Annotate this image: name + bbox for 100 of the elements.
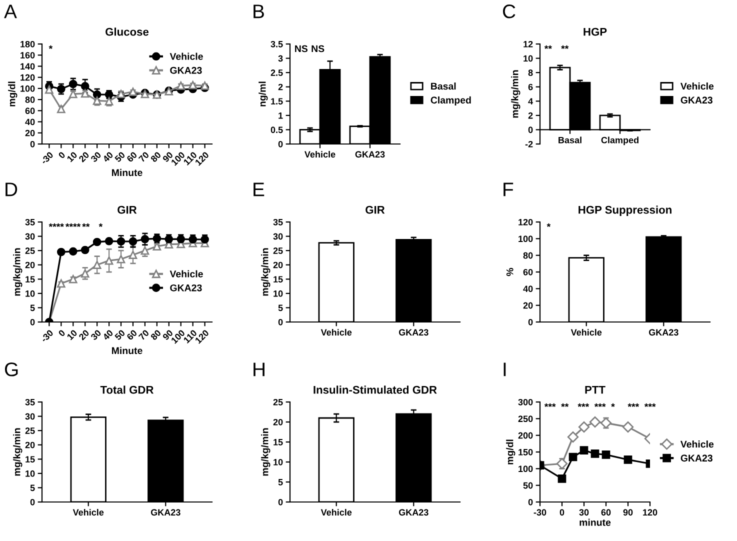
x-tick-label: 50: [114, 151, 126, 163]
text: I: [504, 362, 506, 376]
x-tick-label: -30: [534, 509, 546, 516]
annotation: *: [98, 223, 103, 227]
x-tick-label: 110: [183, 151, 198, 166]
y-tick-label: 0.5: [270, 126, 283, 134]
chart-title: Total GDR: [100, 386, 154, 394]
y-tick-label: 200: [518, 432, 533, 439]
y-tick-label: 0: [278, 498, 283, 506]
y-tick-label: 140: [20, 63, 35, 70]
x-tick-label: 120: [194, 329, 210, 344]
y-tick-label: 100: [518, 466, 533, 472]
y-tick-label: 2: [278, 84, 283, 90]
annotation: *: [48, 45, 53, 49]
annotation: ***: [644, 403, 656, 407]
y-tick-label: 100: [518, 236, 533, 242]
y-tick-label: 5: [278, 479, 283, 486]
x-tick-label: 60: [601, 509, 611, 516]
x-tick-label: 10: [66, 151, 78, 162]
y-axis-title: mg/kg/min: [511, 70, 520, 118]
x-tick-label: Vehicle: [320, 508, 352, 516]
text: C: [502, 4, 516, 18]
x-tick-label: 100: [170, 329, 186, 344]
x-axis-title: minute: [580, 518, 611, 526]
y-tick-label: 40: [523, 286, 533, 292]
x-tick-label: 80: [150, 151, 162, 163]
annotation: ****: [65, 223, 81, 227]
x-tick-label: GKA23: [398, 509, 428, 516]
legend-label: GKA23: [680, 454, 712, 462]
chart-title: Insulin-Stimulated GDR: [314, 386, 437, 394]
y-tick-label: 2.5: [270, 70, 283, 76]
annotation: ****: [48, 223, 64, 227]
legend-label: Vehicle: [170, 270, 203, 278]
annotation: **: [544, 45, 552, 49]
y-tick-label: 15: [274, 276, 283, 283]
x-tick-label: 60: [126, 151, 138, 162]
y-tick-label: 80: [523, 252, 533, 259]
y-tick-label: 150: [518, 448, 533, 456]
y-tick-label: 5: [30, 484, 35, 492]
x-tick-label: GKA23: [150, 509, 180, 516]
text: F: [504, 182, 514, 196]
y-tick-label: 8: [528, 70, 533, 76]
y-tick-label: 40: [25, 118, 35, 126]
legend-label: Vehicle: [680, 440, 714, 448]
y-tick-label: 180: [20, 40, 35, 48]
y-axis-title: mg/dl: [8, 82, 18, 106]
text: D: [6, 182, 18, 196]
y-tick-label: 12: [524, 40, 533, 48]
x-tick-label: 30: [579, 509, 589, 516]
y-tick-label: 5: [278, 304, 283, 312]
annotation: ***: [544, 403, 556, 407]
chart-title: Glucose: [106, 28, 149, 36]
y-tick-label: 0: [528, 126, 533, 134]
y-tick-label: 25: [273, 248, 283, 254]
y-tick-label: 35: [25, 398, 35, 406]
x-tick-label: 80: [150, 329, 162, 341]
y-tick-label: 3.5: [270, 40, 283, 48]
annotation: ***: [594, 403, 606, 407]
y-tick-label: 160: [20, 52, 35, 58]
annotation: NS: [312, 45, 324, 52]
x-tick-label: Vehicle: [304, 150, 336, 158]
y-tick-label: 1.5: [271, 98, 283, 105]
y-tick-label: 25: [273, 398, 283, 406]
x-tick-label: 100: [170, 151, 186, 166]
x-tick-label: 70: [138, 329, 150, 340]
y-tick-label: 80: [25, 96, 35, 103]
x-tick-label: 70: [138, 151, 150, 162]
y-tick-label: 60: [25, 108, 35, 114]
y-tick-label: 10: [26, 470, 35, 477]
y-tick-label: 30: [25, 233, 35, 240]
text: B: [254, 4, 264, 18]
y-tick-label: 30: [25, 413, 35, 420]
chart-title: PTT: [585, 386, 606, 394]
x-tick-label: 30: [90, 151, 102, 163]
x-tick-label: 50: [114, 329, 126, 341]
x-axis-title: Minute: [112, 168, 142, 176]
y-tick-label: 0: [30, 318, 35, 326]
annotation: ***: [578, 403, 590, 407]
x-tick-label: 20: [78, 329, 90, 341]
chart-title: GIR: [118, 206, 137, 214]
x-tick-label: 40: [102, 329, 114, 341]
y-axis-title: %: [506, 268, 514, 276]
y-tick-label: 30: [273, 233, 283, 240]
y-tick-label: 0: [30, 498, 35, 506]
text: E: [254, 182, 264, 196]
y-axis-title: mg/kg/min: [261, 428, 270, 476]
y-tick-label: 2: [528, 112, 533, 119]
y-tick-label: -2: [525, 140, 533, 148]
x-tick-label: -30: [40, 329, 54, 343]
legend-label: Vehicle: [680, 82, 714, 90]
y-tick-label: 0: [278, 318, 283, 326]
x-tick-label: Vehicle: [320, 328, 352, 336]
x-axis-title: Minute: [112, 346, 142, 354]
x-tick-label: Vehicle: [570, 328, 602, 336]
annotation: **: [82, 223, 90, 227]
legend-label: Basal: [431, 82, 456, 90]
chart-title: GIR: [366, 206, 385, 214]
y-axis-title: mg/kg/min: [261, 248, 270, 296]
y-tick-label: 20: [25, 442, 35, 448]
y-tick-label: 20: [273, 418, 283, 426]
